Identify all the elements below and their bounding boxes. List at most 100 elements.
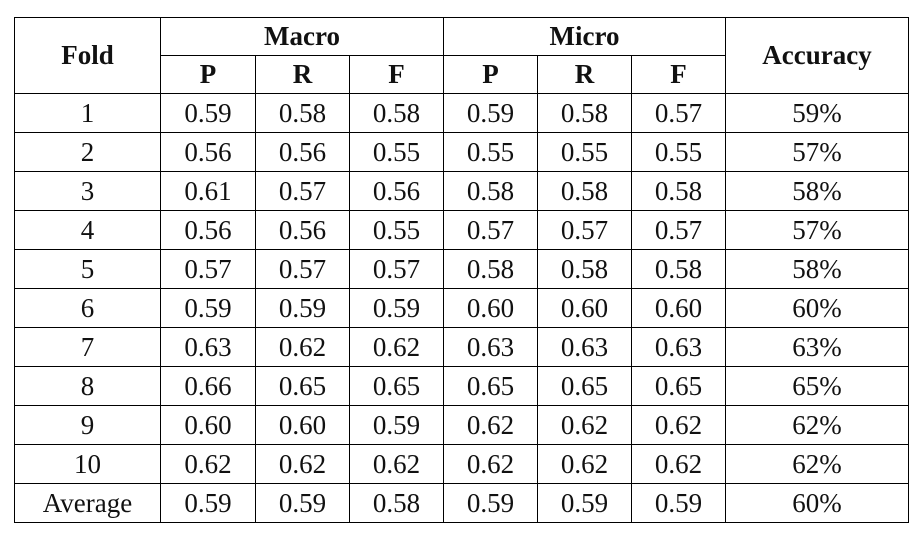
table-cell: 0.61 [160,171,256,211]
header-cell: Fold [14,17,161,94]
header-cell: P [160,55,256,94]
table-cell: 0.57 [349,249,444,289]
table-cell: 0.59 [349,405,444,445]
table-cell: 0.60 [537,288,632,328]
table-cell: 0.65 [255,366,350,406]
header-cell: Micro [443,17,726,56]
table-cell: 58% [725,249,909,289]
table-cell: 0.60 [631,288,726,328]
table-cell: 0.57 [160,249,256,289]
table-row: 8 0.66 0.65 0.65 0.65 0.65 0.65 65% [14,366,909,406]
table-cell: 0.57 [255,249,350,289]
table-cell: 0.56 [255,210,350,250]
table-cell: 62% [725,405,909,445]
table-cell: 0.57 [537,210,632,250]
table-cell: 62% [725,444,909,484]
table-cell: 6 [14,288,161,328]
table-cell: 0.60 [255,405,350,445]
table-cell: 0.62 [631,444,726,484]
table-cell: 0.58 [443,249,538,289]
table-cell: 0.59 [443,483,538,523]
table-cell: 3 [14,171,161,211]
table-cell: 60% [725,483,909,523]
table-cell: 0.63 [160,327,256,367]
table-cell: 0.65 [537,366,632,406]
header-row: Fold Macro Micro Accuracy [14,17,909,94]
table-cell: 0.57 [631,93,726,133]
table-cell: 0.65 [349,366,444,406]
table-cell: 0.56 [255,132,350,172]
table-cell: 0.56 [160,132,256,172]
table-cell: 0.59 [537,483,632,523]
table-cell: 0.65 [631,366,726,406]
table-cell: 57% [725,210,909,250]
table-cell: 1 [14,93,161,133]
table-row: 10 0.62 0.62 0.62 0.62 0.62 0.62 62% [14,444,909,484]
table-cell: 0.58 [349,483,444,523]
table-cell: 0.58 [537,171,632,211]
table-cell: 0.55 [443,132,538,172]
table-cell: 0.59 [160,93,256,133]
table-row: 3 0.61 0.57 0.56 0.58 0.58 0.58 58% [14,171,909,211]
table-cell: 9 [14,405,161,445]
table-cell: 0.59 [631,483,726,523]
table-cell: 0.55 [537,132,632,172]
table-cell: 0.60 [160,405,256,445]
table-cell: 0.59 [349,288,444,328]
table-cell: 0.58 [537,249,632,289]
header-row: P R F P R F [15,55,909,94]
table-row: 2 0.56 0.56 0.55 0.55 0.55 0.55 57% [14,132,909,172]
table-cell: 0.62 [443,405,538,445]
table-cell: 8 [14,366,161,406]
table-cell: 0.59 [160,483,256,523]
table-cell: Average [14,483,161,523]
table-cell: 0.57 [255,171,350,211]
header-cell: R [537,55,632,94]
header-cell: Accuracy [725,17,909,94]
table-cell: 0.59 [443,93,538,133]
table-row: 1 0.59 0.58 0.58 0.59 0.58 0.57 59% [14,93,909,133]
table-cell: 63% [725,327,909,367]
table-cell: 0.55 [349,210,444,250]
table-cell: 60% [725,288,909,328]
table-cell: 0.58 [631,171,726,211]
table-row: 4 0.56 0.56 0.55 0.57 0.57 0.57 57% [14,210,909,250]
table-cell: 0.56 [349,171,444,211]
table-cell: 0.58 [537,93,632,133]
table-cell: 0.58 [631,249,726,289]
table-cell: 0.59 [255,483,350,523]
table-cell: 5 [14,249,161,289]
table-body: 1 0.59 0.58 0.58 0.59 0.58 0.57 59% 2 0.56 0.56 0.5… [14,93,909,523]
header-cell: F [631,55,726,94]
table-cell: 2 [14,132,161,172]
table-cell: 0.62 [255,444,350,484]
table-row: 9 0.60 0.60 0.59 0.62 0.62 0.62 62% [14,405,909,445]
table-cell: 0.59 [160,288,256,328]
table-cell: 0.65 [443,366,538,406]
table-cell: 0.57 [443,210,538,250]
table-cell: 0.55 [631,132,726,172]
table-cell: 0.62 [255,327,350,367]
table-cell: 0.63 [443,327,538,367]
table-cell: 0.62 [349,327,444,367]
table-cell: 0.62 [537,444,632,484]
table-cell: 0.62 [631,405,726,445]
header-cell: F [349,55,444,94]
table-cell: 58% [725,171,909,211]
table-cell: 0.62 [349,444,444,484]
table-row: Average 0.59 0.59 0.58 0.59 0.59 0.59 60% [14,483,909,523]
table-cell: 0.66 [160,366,256,406]
table-cell: 0.58 [349,93,444,133]
table-cell: 59% [725,93,909,133]
table-header: Fold Macro Micro Accuracy P R F P R F [14,17,909,94]
table-cell: 65% [725,366,909,406]
table-row: 5 0.57 0.57 0.57 0.58 0.58 0.58 58% [14,249,909,289]
table-cell: 57% [725,132,909,172]
table-cell: 0.62 [160,444,256,484]
table-cell: 0.62 [537,405,632,445]
table-cell: 0.57 [631,210,726,250]
table-cell: 0.56 [160,210,256,250]
table-row: 6 0.59 0.59 0.59 0.60 0.60 0.60 60% [14,288,909,328]
